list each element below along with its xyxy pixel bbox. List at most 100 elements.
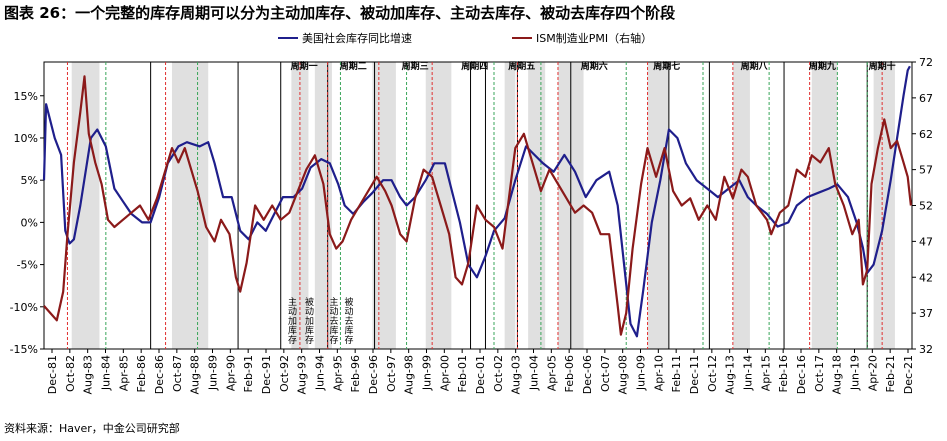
legend-label-pmi: ISM制造业PMI（右轴）: [536, 32, 653, 45]
x-tick-label: Apr-20: [866, 355, 879, 391]
x-tick-label: Apr-15: [759, 355, 772, 391]
cycle-label: 周期一: [291, 60, 318, 72]
stage-label-char: 加: [288, 316, 297, 327]
y-right-tick-label: 67: [919, 92, 933, 105]
cycle-label: 周期九: [809, 60, 836, 72]
stage-label-char: 动: [288, 307, 297, 318]
shaded-period: [647, 62, 669, 349]
y-left-tick-label: 15%: [14, 90, 38, 103]
x-tick-label: Apr-05: [545, 355, 558, 391]
stage-label: 主动去库存: [330, 296, 339, 346]
shaded-period: [171, 62, 209, 349]
y-left-tick-label: -15%: [10, 343, 38, 356]
legend-pmi: ISM制造业PMI（右轴）: [512, 30, 652, 46]
x-tick-label: Feb-06: [563, 355, 576, 392]
x-tick-label: Feb-96: [349, 355, 362, 392]
cycle-label: 周期八: [741, 60, 769, 72]
y-right-tick-label: 42: [919, 271, 933, 284]
y-right-tick-label: 52: [919, 200, 933, 213]
x-tick-label: Oct-97: [385, 355, 398, 392]
y-right-tick-label: 47: [919, 235, 933, 248]
x-tick-label: Dec-21: [902, 355, 915, 394]
x-tick-label: Feb-11: [670, 355, 683, 392]
x-tick-label: Dec-96: [367, 355, 380, 394]
x-tick-label: Aug-98: [403, 355, 416, 394]
stage-label-char: 被: [344, 296, 353, 308]
x-tick-label: Jun-14: [742, 355, 755, 391]
cycle-label: 周期二: [340, 60, 367, 72]
chart-title: 图表 26：一个完整的库存周期可以分为主动加库存、被动加库存、主动去库存、被动去…: [4, 4, 676, 22]
x-tick-label: Feb-86: [135, 355, 148, 392]
shaded-period: [291, 62, 309, 349]
x-tick-label: Apr-95: [331, 355, 344, 391]
x-tick-label: Aug-18: [831, 355, 844, 394]
x-tick-label: Dec-11: [688, 355, 701, 394]
x-tick-label: Oct-82: [64, 355, 77, 392]
y-left-tick-label: -5%: [17, 259, 38, 272]
x-tick-label: Dec-06: [581, 355, 594, 394]
x-tick-label: Aug-88: [189, 355, 202, 394]
x-tick-label: Feb-01: [456, 355, 469, 392]
y-left-tick-label: 0%: [21, 216, 38, 229]
shaded-period: [732, 62, 750, 349]
stage-label-char: 库: [330, 325, 339, 337]
x-tick-label: Feb-21: [884, 355, 897, 392]
x-tick-label: Dec-81: [46, 355, 59, 394]
stage-label-char: 库: [344, 325, 353, 337]
y-right-tick-label: 57: [919, 164, 933, 177]
x-tick-label: Jun-04: [528, 355, 541, 391]
x-tick-label: Jun-89: [207, 355, 220, 391]
x-tick-label: Oct-87: [171, 355, 184, 392]
stage-label-char: 库: [288, 325, 297, 337]
x-tick-label: Aug-08: [617, 355, 630, 394]
legend-swatch-pmi: [512, 37, 532, 39]
legend-label-inventory: 美国社会库存同比增速: [302, 32, 412, 45]
x-tick-label: Jun-94: [314, 355, 327, 391]
stage-label-char: 去: [344, 315, 353, 327]
x-tick-label: Apr-90: [224, 355, 237, 391]
shaded-period: [873, 62, 895, 349]
series-line-pmi: [43, 75, 912, 336]
x-tick-label: Dec-86: [153, 355, 166, 394]
x-tick-label: Oct-02: [492, 355, 505, 392]
x-tick-label: Aug-13: [724, 355, 737, 394]
shaded-period: [71, 62, 100, 349]
shaded-period: [811, 62, 838, 349]
y-right-tick-label: 62: [919, 128, 933, 141]
stage-label-char: 存: [344, 334, 353, 346]
stage-label-char: 动: [344, 307, 353, 318]
x-tick-label: Oct-92: [278, 355, 291, 392]
x-tick-label: Oct-07: [599, 355, 612, 392]
cycle-label: 周期五: [508, 60, 535, 72]
stage-label-char: 被: [305, 296, 314, 308]
x-tick-label: Oct-17: [813, 355, 826, 392]
x-tick-label: Jun-19: [849, 355, 862, 391]
cycle-label: 周期六: [581, 60, 608, 72]
x-tick-label: Feb-16: [777, 355, 790, 392]
x-tick-label: Apr-10: [652, 355, 665, 391]
y-right-tick-label: 32: [919, 343, 933, 356]
x-tick-label: Dec-91: [260, 355, 273, 394]
cycle-label: 周期十: [869, 60, 896, 72]
stage-label-char: 存: [288, 334, 297, 346]
legend-swatch-inventory: [278, 37, 298, 39]
x-tick-label: Oct-12: [706, 355, 719, 392]
x-tick-label: Dec-01: [474, 355, 487, 394]
stage-label-char: 存: [305, 334, 314, 346]
stage-label-char: 动: [330, 307, 339, 318]
x-tick-label: Aug-93: [296, 355, 309, 394]
shaded-period: [372, 62, 396, 349]
legend-inventory: 美国社会库存同比增速: [278, 30, 412, 46]
x-tick-label: Jun-99: [421, 355, 434, 391]
stage-label-char: 动: [305, 307, 314, 318]
y-left-tick-label: 10%: [14, 132, 38, 145]
cycle-label: 周期七: [653, 60, 680, 72]
source-note: 资料来源：Haver，中金公司研究部: [4, 422, 180, 435]
y-right-tick-label: 37: [919, 307, 933, 320]
x-tick-label: Apr-85: [117, 355, 130, 391]
cycle-label: 周期三: [402, 60, 429, 72]
shaded-period: [425, 62, 452, 349]
stage-label-char: 加: [305, 316, 314, 327]
shaded-period: [504, 62, 516, 349]
